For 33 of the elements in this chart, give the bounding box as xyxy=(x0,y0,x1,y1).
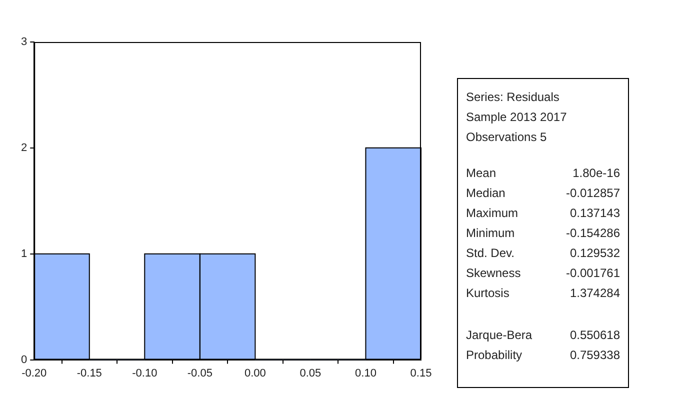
text: Skewness xyxy=(466,265,521,282)
text: 0.759338 xyxy=(570,347,620,364)
x-tick-label: -0.10 xyxy=(132,367,158,380)
x-tick-label: -0.20 xyxy=(22,367,47,380)
x-tick-label: 0.15 xyxy=(410,367,432,380)
text: Median xyxy=(466,185,506,202)
text: 0.550618 xyxy=(570,327,620,344)
x-tick-label: 0.00 xyxy=(244,367,266,380)
text: 0.137143 xyxy=(570,205,620,222)
y-tick-label: 3 xyxy=(20,36,28,48)
text: Observations 5 xyxy=(466,129,548,146)
x-tick-label: -0.15 xyxy=(76,367,102,380)
y-tick-label: 0 xyxy=(20,354,28,366)
text: Series: Residuals xyxy=(466,89,560,106)
text: -0.154286 xyxy=(566,225,620,242)
text: 1.374284 xyxy=(570,285,620,302)
y-tick-label: 2 xyxy=(20,142,28,154)
text: Std. Dev. xyxy=(466,245,514,262)
text: -0.001761 xyxy=(566,265,620,282)
text: Kurtosis xyxy=(466,285,510,302)
text: Maximum xyxy=(466,205,518,222)
x-tick-label: 0.10 xyxy=(355,367,376,380)
y-tick-label: 1 xyxy=(20,248,28,260)
text: 1.80e-16 xyxy=(572,165,620,182)
x-tick-label: 0.05 xyxy=(300,367,322,380)
text: Mean xyxy=(466,165,496,182)
text: Sample 2013 2017 xyxy=(466,109,568,126)
x-tick-label: -0.05 xyxy=(187,367,212,380)
text: Jarque-Bera xyxy=(466,327,532,344)
text: Minimum xyxy=(466,225,515,242)
text: 0.129532 xyxy=(570,245,620,262)
text: -0.012857 xyxy=(566,185,620,202)
text: Probability xyxy=(466,347,522,364)
